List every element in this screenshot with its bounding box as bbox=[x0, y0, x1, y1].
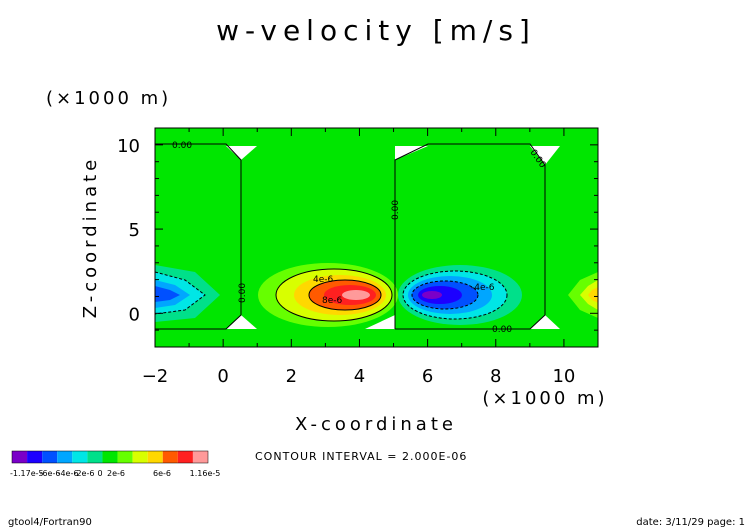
colorbar-tick-label: -4e-6 bbox=[58, 469, 79, 478]
positive-cell-right-edge bbox=[568, 272, 598, 318]
contour-label: 4e-6 bbox=[313, 275, 334, 285]
masked-regions bbox=[226, 146, 560, 329]
footer-left: gtool4/Fortran90 bbox=[8, 517, 92, 528]
colorbar-tick-label: 1.16e-5 bbox=[190, 469, 221, 478]
x-tick-label: −2 bbox=[142, 366, 169, 387]
colorbar-tick-label: 2e-6 bbox=[107, 469, 125, 478]
colorbar-swatch bbox=[57, 451, 73, 463]
y-scale-note: (×1000 m) bbox=[46, 88, 171, 109]
colorbar-swatch bbox=[72, 451, 88, 463]
y-tick-label: 10 bbox=[117, 136, 140, 157]
x-tick-labels: −2 0 2 4 6 8 10 bbox=[142, 366, 576, 387]
colorbar-tick-labels: -1.17e-5-6e-6-4e-6-2e-6 0 2e-6 6e-6 1.16e-5 bbox=[10, 469, 220, 478]
contour-label: 0.00 bbox=[172, 141, 192, 151]
colorbar-swatch bbox=[177, 451, 193, 463]
x-tick-label: 2 bbox=[286, 366, 297, 387]
contour-interval-text: CONTOUR INTERVAL = 2.000E-06 bbox=[255, 450, 467, 463]
footer-right: date: 3/11/29 page: 1 bbox=[636, 517, 745, 528]
x-axis-label: X-coordinate bbox=[295, 414, 457, 435]
colorbar-swatch bbox=[12, 451, 28, 463]
colorbar-tick-label: -2e-6 bbox=[74, 469, 95, 478]
colorbar-tick-label: 6e-6 bbox=[153, 469, 171, 478]
y-tick-label: 0 bbox=[129, 304, 140, 325]
y-tick-labels: 0 5 10 bbox=[117, 136, 140, 325]
colorbar-swatch bbox=[162, 451, 178, 463]
y-axis-label: Z-coordinate bbox=[80, 156, 101, 319]
colorbar-swatch bbox=[117, 451, 133, 463]
x-tick-label: 0 bbox=[217, 366, 228, 387]
negative-cell-left bbox=[155, 265, 220, 322]
colorbar-swatch bbox=[42, 451, 58, 463]
x-tick-label: 10 bbox=[552, 366, 575, 387]
colorbar-tick-label: -6e-6 bbox=[40, 469, 61, 478]
plot-area: 0.00 0.00 0.00 0.00 0.00 4e-6 8e-6 -4e-6 bbox=[154, 127, 599, 348]
contour-label: 8e-6 bbox=[322, 296, 343, 306]
negative-cell-right bbox=[398, 265, 522, 325]
x-tick-label: 8 bbox=[490, 366, 501, 387]
colorbar-swatch bbox=[192, 451, 208, 463]
colorbar-frame bbox=[11, 450, 209, 464]
x-tick-label: 4 bbox=[354, 366, 365, 387]
contour-label: 0.00 bbox=[492, 325, 512, 335]
y-tick-label: 5 bbox=[129, 220, 140, 241]
colorbar-swatch bbox=[147, 451, 163, 463]
contour-lines bbox=[154, 143, 546, 330]
colorbar-tick-label: 0 bbox=[97, 469, 102, 478]
contour-label: 0.00 bbox=[238, 283, 248, 303]
x-tick-label: 6 bbox=[422, 366, 433, 387]
colorbar-swatch bbox=[102, 451, 118, 463]
colorbar-swatch bbox=[132, 451, 148, 463]
colorbar bbox=[11, 450, 209, 464]
axis-ticks bbox=[154, 127, 599, 348]
positive-cell-center bbox=[258, 263, 398, 327]
colorbar-tick-label: -1.17e-5 bbox=[10, 469, 44, 478]
colorbar-swatch bbox=[27, 451, 43, 463]
x-scale-note: (×1000 m) bbox=[482, 388, 607, 409]
contour-label: 0.00 bbox=[391, 200, 401, 220]
chart-title: w-velocity [m/s] bbox=[216, 14, 536, 47]
plot-frame bbox=[154, 127, 599, 348]
colorbar-swatch bbox=[87, 451, 103, 463]
contour-label: -4e-6 bbox=[471, 283, 495, 293]
